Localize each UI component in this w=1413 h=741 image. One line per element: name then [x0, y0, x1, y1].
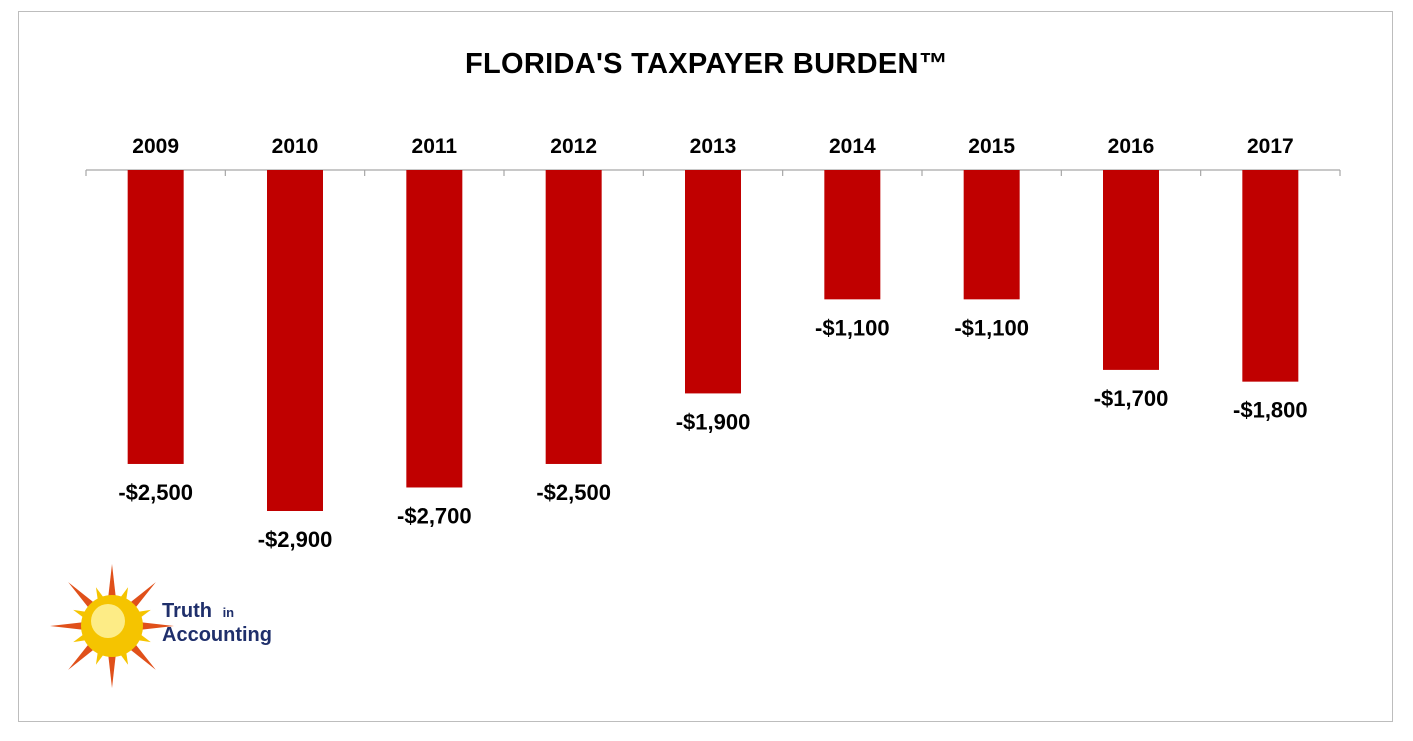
logo-word-in: in [223, 605, 235, 620]
category-label-2016: 2016 [1108, 135, 1155, 158]
category-label-2015: 2015 [968, 135, 1015, 158]
sun-ray [107, 564, 117, 601]
category-label-2013: 2013 [690, 135, 737, 158]
sun-ray [127, 582, 156, 611]
bar-2011 [406, 170, 463, 488]
category-label-2012: 2012 [550, 135, 597, 158]
data-label-2009: -$2,500 [118, 480, 193, 505]
bar-2017 [1242, 170, 1299, 382]
category-label-2011: 2011 [412, 135, 458, 158]
bar-2016 [1103, 170, 1159, 370]
bar-2013 [685, 170, 741, 394]
bar-2012 [545, 170, 602, 464]
sun-icon [50, 564, 174, 688]
category-label-2009: 2009 [132, 135, 179, 158]
category-label-2010: 2010 [272, 135, 319, 158]
bar-2009 [127, 170, 184, 464]
svg-text:Truth in: Truth in [162, 600, 234, 622]
sun-ray [68, 641, 97, 670]
bar-2015 [963, 170, 1020, 300]
data-label-2016: -$1,700 [1094, 386, 1169, 411]
data-label-2010: -$2,900 [258, 527, 333, 552]
bar-2010 [267, 170, 323, 511]
logo-word-truth: Truth [162, 600, 212, 622]
category-label-2017: 2017 [1247, 135, 1294, 158]
sun-ray [68, 582, 97, 611]
sun-ray [127, 641, 156, 670]
data-label-2011: -$2,700 [397, 503, 472, 528]
category-label-2014: 2014 [829, 135, 876, 158]
sun-ray [137, 621, 174, 631]
truth-in-accounting-logo: Truth in Accounting [50, 564, 272, 688]
data-label-2013: -$1,900 [676, 409, 751, 434]
sun-ray [107, 651, 117, 688]
sun-ray [50, 621, 87, 631]
data-label-2017: -$1,800 [1233, 398, 1308, 423]
bar-2014 [824, 170, 881, 300]
data-label-2012: -$2,500 [536, 480, 611, 505]
chart-title: FLORIDA'S TAXPAYER BURDEN™ [464, 48, 949, 80]
data-label-2014: -$1,100 [815, 315, 890, 340]
logo-word-accounting: Accounting [162, 624, 272, 646]
data-label-2015: -$1,100 [954, 315, 1029, 340]
